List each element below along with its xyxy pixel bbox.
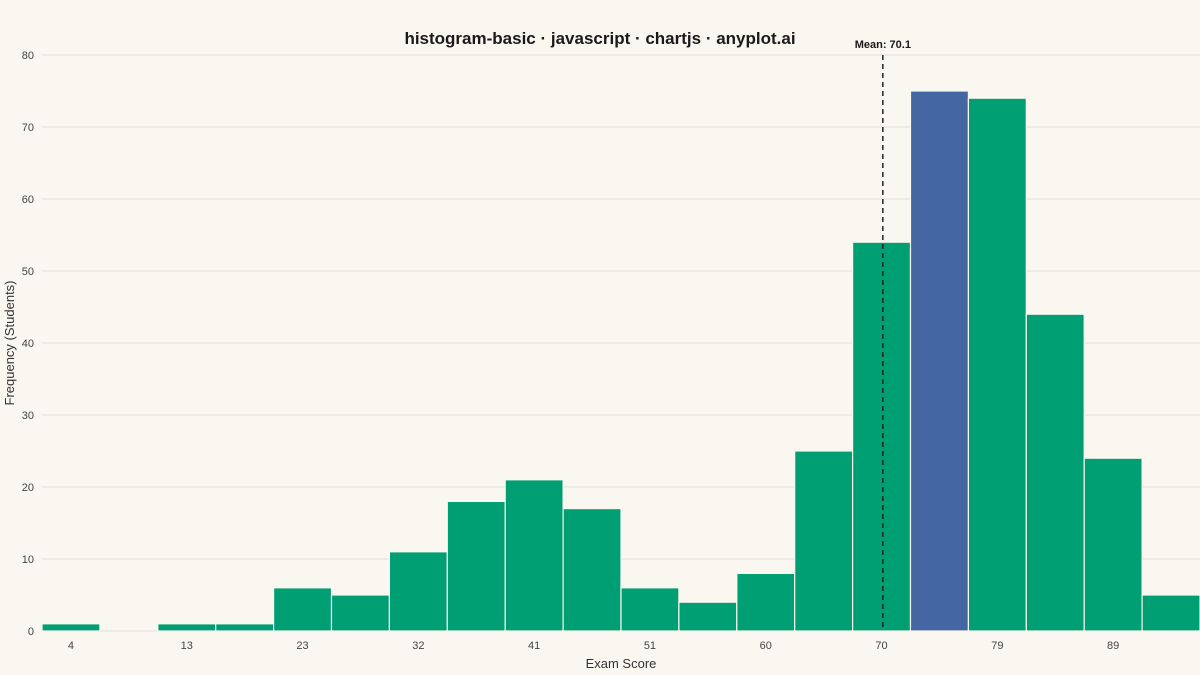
x-axis-title: Exam Score — [586, 656, 657, 671]
y-tick-label: 80 — [22, 50, 34, 62]
x-tick-label: 13 — [181, 640, 193, 652]
histogram-bar — [1083, 457, 1143, 632]
y-tick-label: 50 — [22, 266, 34, 278]
y-tick-label: 30 — [22, 410, 34, 422]
x-tick-label: 60 — [760, 640, 772, 652]
y-tick-label: 10 — [22, 554, 34, 566]
y-axis-title: Frequency (Students) — [2, 280, 17, 405]
histogram-bar — [851, 241, 912, 632]
grid-lines — [42, 54, 1200, 632]
y-tick-label: 70 — [22, 122, 34, 134]
histogram-bar — [41, 623, 101, 632]
x-tick-label: 23 — [296, 640, 308, 652]
histogram-bar — [736, 572, 796, 632]
x-tick-label: 51 — [644, 640, 656, 652]
histogram-bar — [967, 97, 1027, 632]
histogram-bar — [678, 601, 738, 632]
histogram-bar — [620, 587, 680, 632]
histogram-bar — [1141, 594, 1200, 632]
chart-title: histogram-basic · javascript · chartjs ·… — [404, 29, 795, 48]
y-tick-label: 40 — [22, 338, 34, 350]
histogram-bar — [388, 551, 448, 632]
histogram-bar — [562, 508, 622, 632]
x-tick-label: 4 — [68, 640, 74, 652]
y-tick-label: 20 — [22, 482, 34, 494]
x-tick-label: 41 — [528, 640, 540, 652]
x-tick-label: 32 — [412, 640, 424, 652]
histogram-bar — [273, 587, 333, 632]
mean-label: Mean: 70.1 — [855, 39, 911, 51]
x-tick-label: 89 — [1107, 640, 1119, 652]
histogram-bar — [215, 623, 275, 632]
histogram-bar — [794, 450, 854, 632]
y-tick-label: 60 — [22, 194, 34, 206]
y-axis-ticks: 0 10 20 30 40 50 60 70 80 — [22, 50, 34, 638]
histogram-bar — [909, 90, 970, 632]
histogram-bar — [157, 623, 217, 632]
bars — [41, 90, 1200, 632]
x-axis-ticks: 4 13 23 32 41 51 60 70 79 89 — [68, 640, 1119, 652]
histogram-bar — [330, 594, 391, 632]
x-tick-label: 79 — [991, 640, 1003, 652]
y-tick-label: 0 — [28, 626, 34, 638]
histogram-bar — [446, 500, 506, 632]
histogram-bar — [504, 479, 564, 632]
histogram-bar — [1025, 313, 1085, 632]
mean-annotation: Mean: 70.1 — [855, 39, 911, 631]
x-tick-label: 70 — [875, 640, 887, 652]
